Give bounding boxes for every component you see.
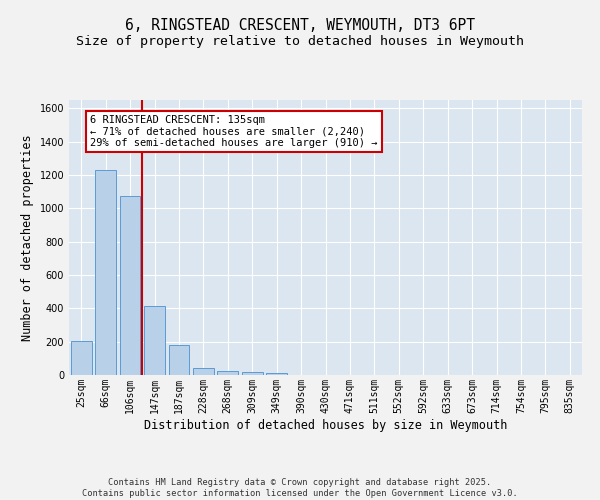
X-axis label: Distribution of detached houses by size in Weymouth: Distribution of detached houses by size … — [144, 418, 507, 432]
Text: Contains HM Land Registry data © Crown copyright and database right 2025.
Contai: Contains HM Land Registry data © Crown c… — [82, 478, 518, 498]
Bar — [71, 341, 92, 375]
Bar — [169, 345, 190, 375]
Text: Size of property relative to detached houses in Weymouth: Size of property relative to detached ho… — [76, 35, 524, 48]
Bar — [193, 368, 214, 375]
Bar — [217, 371, 238, 375]
Bar — [266, 374, 287, 375]
Text: 6, RINGSTEAD CRESCENT, WEYMOUTH, DT3 6PT: 6, RINGSTEAD CRESCENT, WEYMOUTH, DT3 6PT — [125, 18, 475, 32]
Bar — [119, 196, 140, 375]
Bar — [95, 170, 116, 375]
Y-axis label: Number of detached properties: Number of detached properties — [21, 134, 34, 341]
Bar — [242, 372, 263, 375]
Bar — [144, 306, 165, 375]
Text: 6 RINGSTEAD CRESCENT: 135sqm
← 71% of detached houses are smaller (2,240)
29% of: 6 RINGSTEAD CRESCENT: 135sqm ← 71% of de… — [91, 115, 378, 148]
